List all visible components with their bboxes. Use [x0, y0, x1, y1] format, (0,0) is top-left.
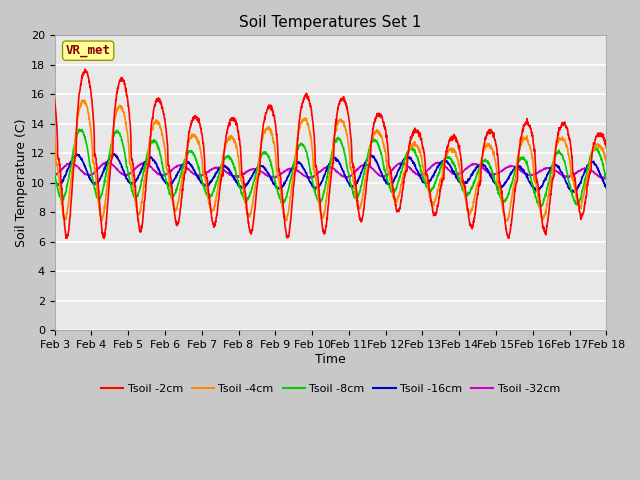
Tsoil -32cm [554, 169, 562, 175]
Tsoil -2cm [205, 191, 213, 197]
Tsoil -16cm [110, 151, 118, 157]
Line: Tsoil -16cm: Tsoil -16cm [54, 154, 606, 192]
Tsoil -8cm [347, 180, 355, 186]
Tsoil -2cm [602, 145, 610, 151]
Tsoil -8cm [538, 204, 545, 209]
Text: VR_met: VR_met [66, 44, 111, 57]
Tsoil -16cm [554, 163, 562, 169]
Tsoil -16cm [51, 178, 58, 183]
Tsoil -2cm [492, 137, 499, 143]
Tsoil -8cm [51, 170, 58, 176]
Tsoil -16cm [359, 167, 367, 172]
Title: Soil Temperatures Set 1: Soil Temperatures Set 1 [239, 15, 422, 30]
Tsoil -32cm [104, 159, 111, 165]
Tsoil -2cm [359, 213, 367, 218]
Tsoil -32cm [51, 172, 58, 178]
Tsoil -2cm [570, 171, 577, 177]
Tsoil -2cm [100, 236, 108, 241]
Line: Tsoil -2cm: Tsoil -2cm [54, 69, 606, 239]
Tsoil -4cm [51, 134, 58, 140]
Tsoil -4cm [502, 218, 510, 224]
Tsoil -4cm [491, 156, 499, 162]
Tsoil -16cm [491, 180, 499, 186]
X-axis label: Time: Time [315, 353, 346, 366]
Y-axis label: Soil Temperature (C): Soil Temperature (C) [15, 119, 28, 247]
Tsoil -4cm [602, 160, 610, 166]
Tsoil -4cm [554, 137, 562, 143]
Tsoil -4cm [570, 179, 577, 184]
Tsoil -8cm [76, 126, 83, 132]
Tsoil -32cm [205, 169, 212, 175]
Line: Tsoil -8cm: Tsoil -8cm [54, 129, 606, 206]
Tsoil -4cm [79, 97, 87, 103]
Tsoil -2cm [51, 96, 58, 102]
Tsoil -16cm [602, 185, 610, 191]
Line: Tsoil -32cm: Tsoil -32cm [54, 162, 606, 179]
Line: Tsoil -4cm: Tsoil -4cm [54, 100, 606, 221]
Tsoil -16cm [568, 189, 576, 195]
Tsoil -16cm [205, 182, 212, 188]
Tsoil -4cm [205, 199, 212, 205]
Tsoil -8cm [491, 179, 499, 185]
Tsoil -2cm [347, 135, 355, 141]
Tsoil -4cm [347, 165, 355, 170]
Tsoil -8cm [602, 177, 610, 182]
Legend: Tsoil -2cm, Tsoil -4cm, Tsoil -8cm, Tsoil -16cm, Tsoil -32cm: Tsoil -2cm, Tsoil -4cm, Tsoil -8cm, Tsoi… [97, 379, 564, 398]
Tsoil -32cm [570, 172, 577, 178]
Tsoil -8cm [570, 195, 577, 201]
Tsoil -32cm [602, 175, 610, 181]
Tsoil -4cm [359, 194, 367, 200]
Tsoil -2cm [554, 130, 562, 135]
Tsoil -8cm [554, 148, 562, 154]
Tsoil -32cm [491, 171, 499, 177]
Tsoil -2cm [81, 66, 89, 72]
Tsoil -16cm [347, 183, 355, 189]
Tsoil -8cm [359, 177, 367, 183]
Tsoil -16cm [570, 188, 577, 194]
Tsoil -8cm [205, 195, 212, 201]
Tsoil -32cm [347, 173, 355, 179]
Tsoil -32cm [359, 162, 367, 168]
Tsoil -32cm [601, 176, 609, 181]
